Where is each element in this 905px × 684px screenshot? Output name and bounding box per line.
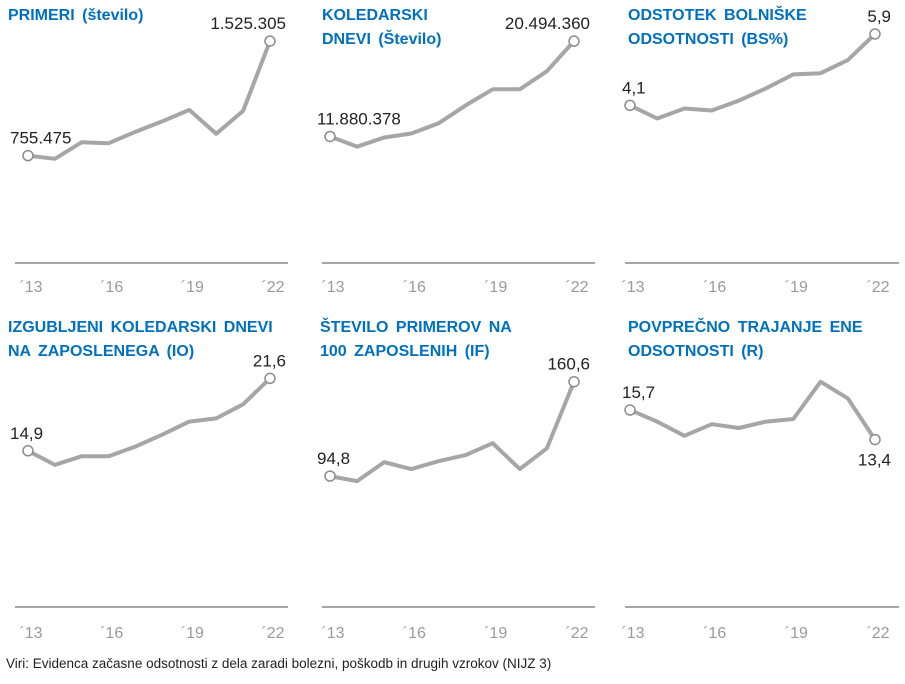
first-value-label: 4,1 (622, 78, 646, 97)
endpoint-marker (568, 35, 580, 47)
endpoint-marker (264, 35, 276, 47)
x-tick-label: ´13 (321, 625, 344, 642)
endpoint-marker (324, 470, 336, 482)
endpoint-marker (22, 445, 34, 457)
x-tick-label: ´13 (19, 279, 42, 296)
x-tick-label: ´22 (866, 279, 889, 296)
title-line: DNEVI (Število) (322, 31, 442, 48)
x-tick-label: ´19 (181, 279, 204, 296)
endpoint-marker (869, 28, 881, 40)
title-line: NA ZAPOSLENEGA (IO) (8, 343, 195, 360)
first-value-label: 94,8 (317, 449, 350, 468)
series-line (329, 380, 576, 484)
title-line: KOLEDARSKI (322, 7, 428, 24)
endpoint-marker (324, 130, 336, 143)
x-tick-label: ´16 (403, 625, 426, 642)
endpoint-marker (568, 375, 580, 388)
title-line: ODSTOTEK BOLNIŠKE (628, 7, 807, 24)
series-line (629, 379, 877, 441)
first-value-label: 11.880.378 (317, 109, 401, 128)
x-tick-label: ´13 (321, 279, 344, 296)
series-line (329, 39, 576, 149)
x-tick-label: ´13 (621, 625, 644, 642)
x-tick-label: ´13 (621, 279, 644, 296)
last-value-label: 1.525.305 (210, 14, 286, 33)
source-note: Viri: Evidenca začasne odsotnosti z dela… (6, 656, 552, 671)
series-line (27, 376, 272, 467)
x-tick-label: ´19 (785, 625, 808, 642)
endpoint-marker (22, 149, 34, 162)
endpoint-marker (624, 99, 636, 112)
x-tick-label: ´22 (866, 625, 889, 642)
x-tick-label: ´16 (403, 279, 426, 296)
series-line (629, 32, 877, 121)
last-value-label: 160,6 (547, 355, 590, 374)
x-tick-label: ´16 (703, 279, 726, 296)
endpoint-marker (264, 372, 276, 385)
title-line: ODSOTNOSTI (R) (628, 343, 764, 360)
last-value-label: 20.494.360 (505, 14, 590, 33)
title-line: POVPREČNO TRAJANJE ENE (628, 319, 863, 336)
chart-title-io: IZGUBLJENI KOLEDARSKI DNEVI NA ZAPOSLENEG… (8, 316, 273, 364)
title-line: ODSOTNOSTI (BS%) (628, 31, 789, 48)
x-tick-label: ´22 (565, 625, 588, 642)
chart-title-r: POVPREČNO TRAJANJE ENE ODSOTNOSTI (R) (628, 316, 863, 364)
x-tick-label: ´19 (181, 625, 204, 642)
x-tick-label: ´16 (100, 279, 123, 296)
x-tick-label: ´16 (703, 625, 726, 642)
chart-title-bs: ODSTOTEK BOLNIŠKE ODSOTNOSTI (BS%) (628, 4, 807, 52)
x-tick-label: ´19 (785, 279, 808, 296)
chart-title-koledarski-dnevi: KOLEDARSKI DNEVI (Število) (322, 4, 441, 52)
title-line: 100 ZAPOSLENIH (IF) (320, 343, 490, 360)
first-value-label: 14,9 (10, 424, 43, 443)
title-line: PRIMERI (število) (8, 7, 144, 24)
x-tick-label: ´19 (484, 625, 507, 642)
x-tick-label: ´13 (19, 625, 42, 642)
chart-title-primeri: PRIMERI (število) (8, 4, 143, 28)
first-value-label: 755.475 (10, 129, 71, 148)
title-line: IZGUBLJENI KOLEDARSKI DNEVI (8, 319, 273, 336)
last-value-label: 13,4 (858, 451, 891, 470)
x-tick-label: ´16 (100, 625, 123, 642)
title-line: ŠTEVILO PRIMEROV NA (320, 319, 512, 336)
endpoint-marker (624, 404, 636, 416)
x-tick-label: ´22 (261, 279, 284, 296)
x-tick-label: ´22 (261, 625, 284, 642)
x-tick-label: ´22 (565, 279, 588, 296)
chart-title-if: ŠTEVILO PRIMEROV NA 100 ZAPOSLENIH (IF) (320, 316, 512, 364)
last-value-label: 5,9 (867, 7, 891, 26)
endpoint-marker (869, 433, 881, 446)
first-value-label: 15,7 (622, 383, 655, 402)
x-tick-label: ´19 (484, 279, 507, 296)
last-value-label: 21,6 (253, 351, 286, 370)
series-line (27, 40, 272, 161)
